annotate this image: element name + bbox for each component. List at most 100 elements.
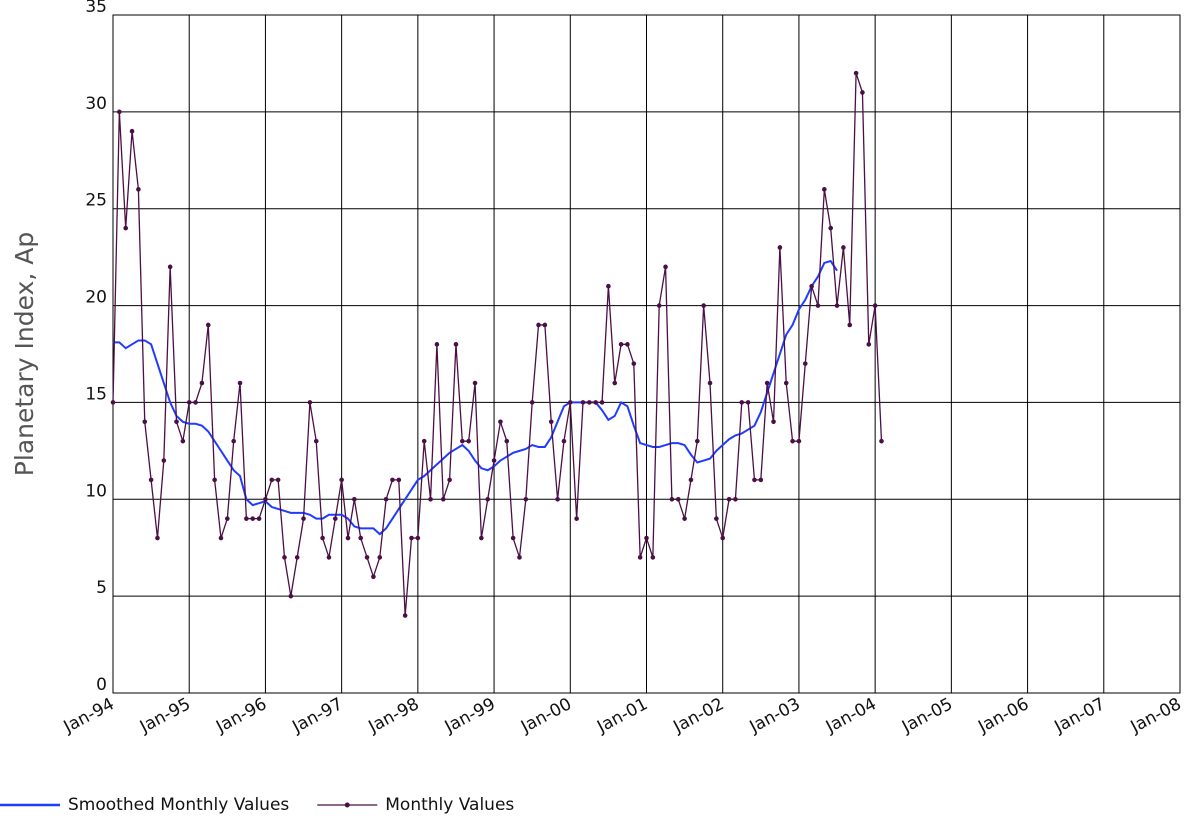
data-point: [834, 303, 840, 308]
data-point: [288, 593, 294, 599]
y-tick-label: 35: [85, 0, 107, 17]
data-point: [523, 496, 529, 502]
data-point: [129, 128, 135, 134]
x-tick-label: Jan-05: [898, 694, 956, 737]
series-line: [113, 259, 838, 536]
data-point: [428, 496, 433, 502]
data-point: [332, 516, 338, 521]
data-point: [866, 342, 872, 347]
x-tick-label: Jan-95: [136, 694, 194, 737]
x-tick-label: Jan-96: [212, 694, 270, 737]
x-tick-label: Jan-94: [60, 694, 118, 737]
data-point: [879, 438, 884, 444]
data-point: [231, 438, 236, 444]
data-point: [225, 516, 230, 521]
data-point: [256, 516, 262, 521]
data-point: [548, 419, 554, 425]
data-point: [174, 419, 179, 425]
data-point: [828, 225, 833, 231]
data-point: [301, 516, 306, 521]
data-point: [371, 574, 376, 580]
data-point: [136, 187, 141, 192]
data-point: [739, 400, 745, 405]
data-point: [491, 458, 497, 463]
data-point: [402, 613, 408, 618]
data-point: [733, 496, 738, 502]
legend-label: Monthly Values: [385, 795, 514, 815]
data-point: [180, 438, 186, 444]
data-point: [650, 555, 656, 560]
series-line: [112, 72, 883, 616]
data-point: [841, 245, 846, 250]
data-point: [447, 477, 452, 483]
data-point: [326, 555, 332, 560]
data-point: [574, 516, 579, 521]
data-point: [644, 535, 649, 541]
x-tick-label: Jan-04: [822, 694, 880, 737]
x-tick-label: Jan-02: [669, 694, 727, 737]
y-axis-label: Planetary Index, Ap: [10, 232, 39, 476]
y-tick-label: 20: [85, 288, 107, 308]
data-point: [237, 380, 243, 386]
data-point: [358, 535, 363, 541]
data-point: [186, 400, 192, 405]
data-point: [383, 496, 389, 502]
data-point: [587, 400, 592, 405]
x-tick-label: Jan-98: [365, 694, 423, 737]
data-point: [123, 225, 129, 231]
data-point: [567, 400, 573, 405]
data-point: [853, 70, 859, 76]
data-point: [625, 342, 630, 347]
data-point: [244, 516, 249, 521]
x-tick-label: Jan-97: [288, 694, 346, 737]
data-point: [263, 496, 268, 502]
data-point: [504, 438, 510, 444]
data-point: [472, 380, 478, 386]
data-point: [485, 496, 491, 502]
data-point: [193, 400, 198, 405]
data-point: [142, 419, 148, 425]
y-tick-label: 25: [85, 191, 107, 211]
data-point: [529, 400, 535, 405]
data-point: [307, 400, 313, 405]
data-point: [758, 477, 764, 483]
data-point: [148, 477, 154, 483]
data-point: [218, 535, 224, 541]
data-point: [269, 477, 275, 483]
data-point: [847, 322, 853, 328]
data-point: [669, 496, 675, 502]
data-point: [352, 496, 357, 502]
data-point: [695, 438, 700, 444]
data-point: [860, 90, 865, 95]
data-point: [555, 496, 560, 502]
data-point: [726, 496, 732, 502]
data-point: [421, 438, 427, 444]
data-point: [790, 438, 795, 444]
y-tick-label: 15: [85, 384, 107, 404]
data-point: [434, 342, 440, 347]
x-tick-label: Jan-06: [974, 694, 1032, 737]
data-point: [479, 535, 484, 541]
data-point: [720, 535, 726, 541]
data-point: [764, 380, 770, 386]
data-point: [815, 303, 821, 308]
legend-marker: [344, 802, 350, 808]
x-tick-label: Jan-03: [746, 694, 804, 737]
data-point: [714, 516, 719, 521]
data-point: [872, 303, 878, 308]
data-point: [656, 303, 662, 308]
x-tick-label: Jan-08: [1127, 694, 1185, 737]
x-tick-label: Jan-99: [441, 694, 499, 737]
data-point: [536, 322, 541, 328]
y-tick-label: 10: [85, 481, 107, 501]
data-point: [701, 303, 706, 308]
data-point: [199, 380, 205, 386]
data-point: [675, 496, 681, 502]
data-point: [313, 438, 319, 444]
data-point: [110, 400, 116, 405]
data-point: [599, 400, 605, 405]
data-point: [460, 438, 465, 444]
data-point: [440, 496, 446, 502]
data-point: [294, 555, 300, 560]
